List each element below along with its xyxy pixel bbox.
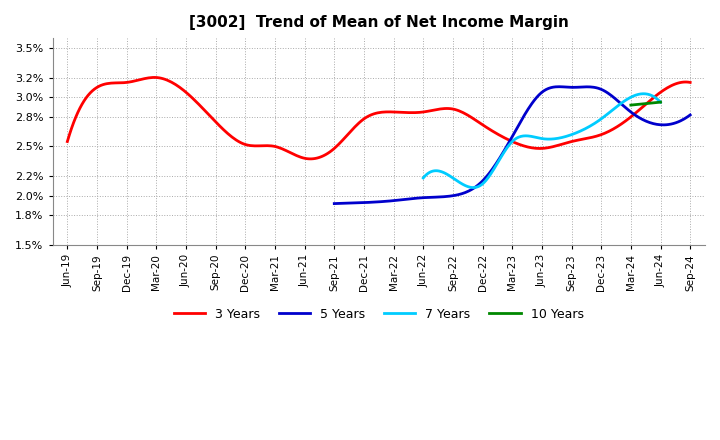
Line: 3 Years: 3 Years [68, 77, 690, 159]
3 Years [65, 132, 73, 137]
7 Years [639, 91, 648, 96]
Title: [3002]  Trend of Mean of Net Income Margin: [3002] Trend of Mean of Net Income Margi… [189, 15, 569, 30]
3 Years [438, 106, 446, 111]
3 Years [449, 106, 457, 112]
5 Years [330, 201, 338, 206]
5 Years [331, 201, 340, 206]
7 Years [565, 133, 574, 138]
Legend: 3 Years, 5 Years, 7 Years, 10 Years: 3 Years, 5 Years, 7 Years, 10 Years [169, 303, 588, 326]
7 Years [620, 99, 629, 104]
5 Years [686, 112, 695, 117]
Line: 5 Years: 5 Years [334, 87, 690, 204]
3 Years [436, 106, 444, 112]
7 Years [419, 175, 428, 180]
10 Years [656, 99, 665, 105]
10 Years [626, 103, 635, 108]
7 Years [560, 134, 569, 139]
7 Years [635, 92, 644, 97]
3 Years [631, 110, 640, 115]
7 Years [469, 185, 477, 190]
7 Years [656, 99, 665, 105]
Line: 7 Years: 7 Years [423, 94, 660, 187]
7 Years [561, 134, 570, 139]
5 Years [542, 87, 551, 92]
5 Years [631, 113, 640, 118]
3 Years [63, 139, 72, 144]
Line: 10 Years: 10 Years [631, 102, 660, 105]
3 Years [592, 133, 600, 139]
3 Years [307, 156, 315, 161]
3 Years [150, 75, 159, 80]
3 Years [686, 80, 695, 85]
5 Years [548, 85, 557, 90]
5 Years [555, 84, 564, 89]
7 Years [420, 174, 428, 180]
5 Years [541, 88, 549, 93]
5 Years [654, 122, 662, 127]
